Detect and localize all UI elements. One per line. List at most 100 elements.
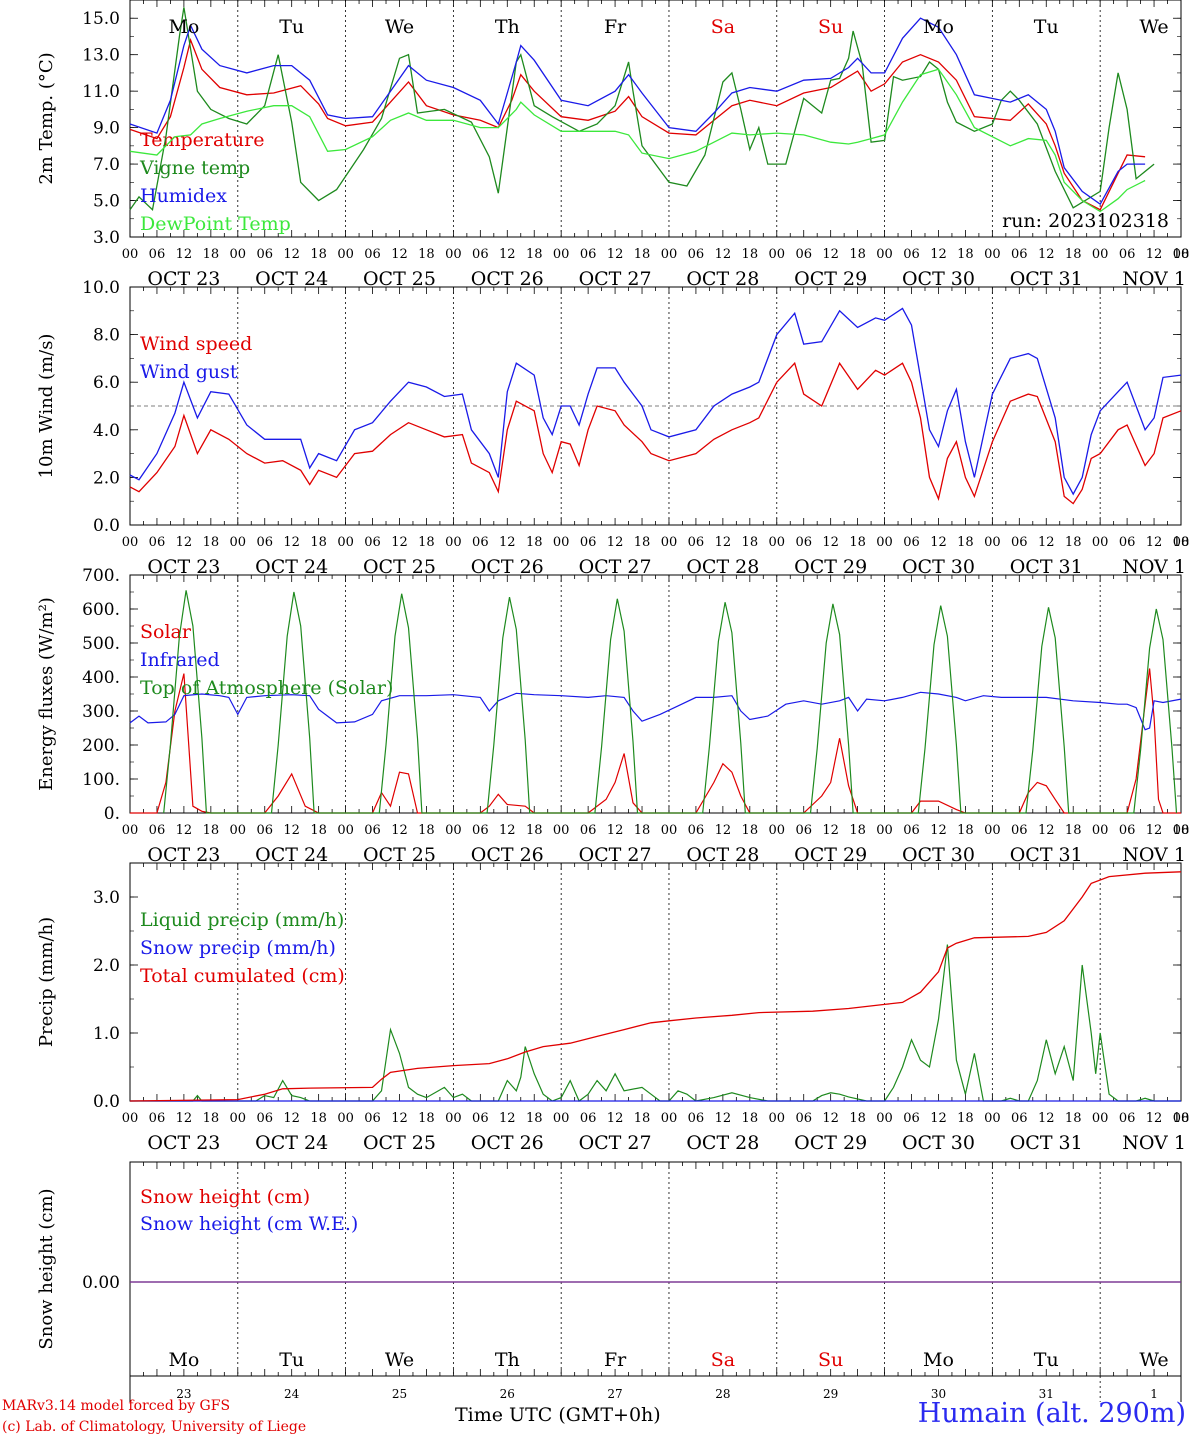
hour-tick-label: 06: [364, 823, 381, 838]
hour-tick-label: 12: [822, 535, 839, 550]
hour-tick-label: 18: [310, 247, 327, 262]
hour-tick-label: 18: [418, 1111, 435, 1126]
hour-tick-label: 06: [149, 247, 166, 262]
date-label: OCT 24: [255, 844, 328, 866]
lab-credit: (c) Lab. of Climatology, University of L…: [2, 1419, 307, 1435]
hour-tick-label: 06: [580, 823, 597, 838]
hour-tick-label: 18: [634, 823, 651, 838]
hour-tick-label: 00: [122, 823, 139, 838]
date-label: OCT 25: [363, 844, 436, 866]
day-name: Tu: [279, 1349, 304, 1371]
hour-tick-label: 12: [607, 247, 624, 262]
hour-tick-label: 12: [1038, 535, 1055, 550]
hour-tick-label: 00: [445, 1111, 462, 1126]
hour-tick-label: 12: [391, 535, 408, 550]
date-label: NOV 1: [1122, 844, 1186, 866]
station-name: Humain (alt. 290m): [917, 1398, 1186, 1429]
legend-entry: Snow height (cm): [140, 1186, 310, 1208]
series-line: [130, 944, 1181, 1102]
date-label: OCT 31: [1010, 556, 1083, 578]
hour-tick-label: 12: [283, 247, 300, 262]
series-line: [129, 361, 1182, 505]
run-annotation: run: 2023102318: [1002, 210, 1169, 232]
date-label: OCT 28: [686, 268, 759, 290]
date-label: OCT 24: [255, 1132, 328, 1154]
hour-tick-label: 12: [1146, 823, 1163, 838]
hour-tick-label: 06: [688, 823, 705, 838]
day-name: We: [385, 1349, 414, 1371]
y-tick-label: 400.: [82, 668, 120, 688]
hour-tick-label: 06: [1119, 247, 1136, 262]
hour-tick-label: 00: [984, 823, 1001, 838]
date-label: OCT 26: [471, 556, 544, 578]
hour-tick-label: 18: [203, 823, 220, 838]
hour-tick-label: 06: [1011, 535, 1028, 550]
hour-tick-label: 06: [580, 247, 597, 262]
hour-tick-label: 12: [391, 247, 408, 262]
hour-tick-label: 12: [176, 1111, 193, 1126]
hour-tick-label: 00: [230, 247, 247, 262]
hour-tick-label: 18: [526, 247, 543, 262]
hour-tick-label: 12: [391, 1111, 408, 1126]
day-number: 23: [176, 1387, 191, 1401]
hour-tick-label: 06: [903, 823, 920, 838]
y-axis-title: 2m Temp. (°C): [36, 52, 57, 184]
legend-entry: Snow height (cm W.E.): [140, 1213, 358, 1235]
hour-tick-label: 00: [445, 823, 462, 838]
day-name: Mo: [923, 16, 954, 38]
hour-tick-label: 06: [149, 535, 166, 550]
hour-tick-label: 00: [768, 535, 785, 550]
series-line: [129, 68, 1146, 213]
hour-tick-label: 18: [526, 823, 543, 838]
hour-tick-label: 18: [634, 247, 651, 262]
hour-tick-label: 06: [903, 535, 920, 550]
hour-tick-label: 12: [1146, 1111, 1163, 1126]
day-name: Mo: [923, 1349, 954, 1371]
hour-tick-label: 00: [1173, 1111, 1190, 1126]
hour-tick-label: 06: [688, 247, 705, 262]
hour-tick-label: 12: [822, 1111, 839, 1126]
date-label: OCT 31: [1010, 844, 1083, 866]
legend-entry: Top of Atmosphere (Solar): [140, 677, 393, 699]
hour-tick-label: 06: [1011, 247, 1028, 262]
hour-tick-label: 00: [337, 1111, 354, 1126]
day-name: Su: [818, 16, 843, 38]
hour-tick-label: 18: [310, 823, 327, 838]
hour-tick-label: 12: [930, 823, 947, 838]
hour-tick-label: 12: [715, 535, 732, 550]
hour-tick-label: 00: [1173, 535, 1190, 550]
day-number: 31: [1039, 1387, 1054, 1401]
hour-tick-label: 00: [122, 247, 139, 262]
date-label: OCT 27: [579, 1132, 652, 1154]
day-name: We: [385, 16, 414, 38]
day-number: 28: [715, 1387, 730, 1401]
hour-tick-label: 12: [1146, 247, 1163, 262]
hour-tick-label: 00: [553, 535, 570, 550]
hour-tick-label: 12: [607, 535, 624, 550]
hour-tick-label: 06: [580, 1111, 597, 1126]
hour-tick-label: 18: [203, 535, 220, 550]
hour-tick-label: 18: [203, 247, 220, 262]
series-line: [129, 871, 1182, 1102]
y-tick-label: 3.0: [93, 888, 120, 908]
day-name: Th: [495, 16, 520, 38]
hour-tick-label: 00: [984, 535, 1001, 550]
day-name: We: [1139, 16, 1168, 38]
hour-tick-label: 06: [903, 247, 920, 262]
hour-tick-label: 00: [230, 535, 247, 550]
hour-tick-label: 06: [472, 535, 489, 550]
day-number: 30: [931, 1387, 946, 1401]
hour-tick-label: 12: [822, 247, 839, 262]
hour-tick-label: 12: [715, 823, 732, 838]
hour-tick-label: 00: [553, 247, 570, 262]
hour-tick-label: 12: [930, 535, 947, 550]
y-tick-label: 700.: [82, 566, 120, 586]
hour-tick-label: 06: [472, 823, 489, 838]
legend-entry: Infrared: [140, 649, 220, 671]
hour-tick-label: 06: [364, 535, 381, 550]
hour-tick-label: 18: [418, 535, 435, 550]
hour-tick-label: 18: [634, 535, 651, 550]
hour-tick-label: 06: [149, 823, 166, 838]
y-tick-label: 600.: [82, 600, 120, 620]
hour-tick-label: 12: [607, 1111, 624, 1126]
